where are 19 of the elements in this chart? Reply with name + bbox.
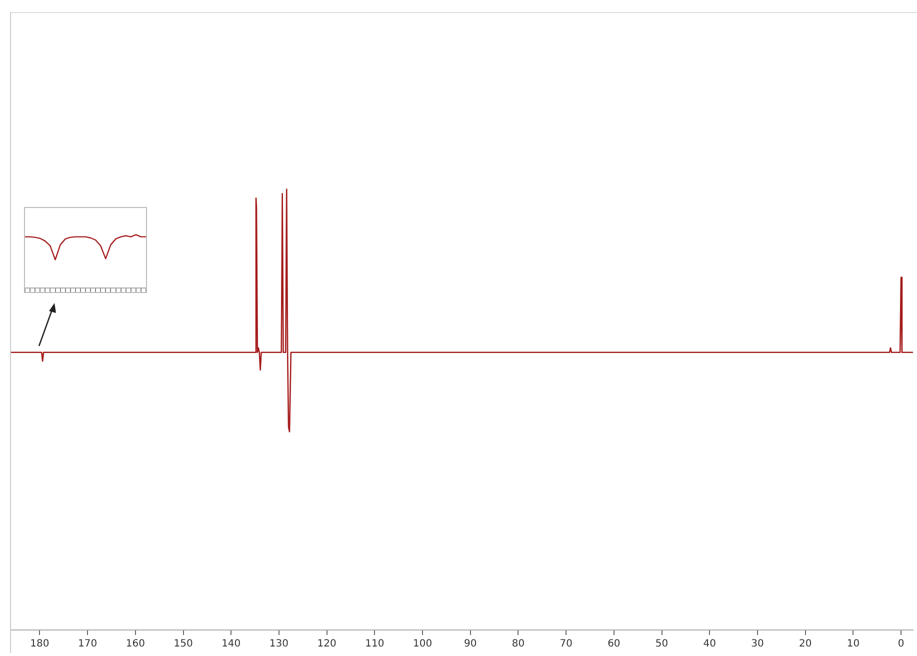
x-tick-label: 140 (222, 638, 241, 650)
x-tick-label: 70 (560, 638, 572, 650)
x-tick-label: 160 (126, 638, 145, 650)
x-tick-label: 150 (174, 638, 193, 650)
x-tick-label: 40 (703, 638, 716, 650)
x-tick-label: 80 (512, 638, 525, 650)
x-tick-label: 90 (464, 638, 477, 650)
x-tick-label: 50 (655, 638, 668, 650)
x-tick-label: 110 (365, 638, 384, 650)
x-tick-label: 100 (412, 638, 432, 650)
x-tick-label: 30 (751, 638, 764, 650)
x-tick-label: 10 (846, 638, 860, 650)
x-tick-label: 180 (30, 638, 50, 650)
x-tick-label: 0 (898, 638, 904, 650)
x-tick-label: 20 (798, 638, 812, 650)
x-tick-label: 130 (269, 638, 289, 650)
x-tick-label: 60 (608, 638, 620, 650)
x-tick-label: 170 (78, 638, 98, 650)
x-tick-label: 120 (317, 638, 336, 650)
